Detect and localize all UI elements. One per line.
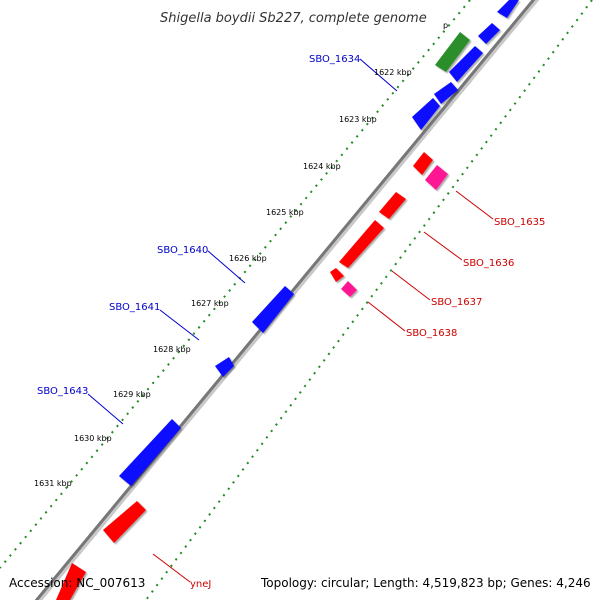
tick-label: 1627 kbp [191,299,229,308]
gene-label-sbo-1637[interactable]: SBO_1637 [431,297,482,308]
gene-label-sbo-1641[interactable]: SBO_1641 [109,302,160,313]
forward-label-leaders [87,58,398,425]
tick-label: 1630 kbp [74,434,112,443]
scale-ticks: 1622 kbp 1623 kbp 1624 kbp 1625 kbp 1626… [34,68,412,488]
gene-feature[interactable] [497,0,519,18]
reverse-gene-labels: SBO_1635 SBO_1636 SBO_1637 SBO_1638 yneJ [190,217,545,590]
pseudo-genes [341,165,448,297]
gene-feature[interactable] [434,82,458,104]
gene-feature[interactable] [252,286,294,333]
accession-text: Accession: NC_007613 [9,576,145,590]
gene-feature[interactable] [412,98,440,130]
tick-label: 1624 kbp [303,162,341,171]
gene-label-sbo-1634[interactable]: SBO_1634 [309,54,360,65]
gene-feature[interactable] [413,152,433,175]
gene-feature[interactable] [119,419,181,486]
gene-feature[interactable] [56,563,86,600]
gene-feature[interactable] [330,268,344,282]
forward-genes [119,0,519,486]
gene-label-sbo-1635[interactable]: SBO_1635 [494,217,545,228]
gene-label-ynej[interactable]: yneJ [190,579,211,590]
map-title: Shigella boydii Sb227, complete genome [160,11,427,26]
topology-summary: Topology: circular; Length: 4,519,823 bp… [260,576,591,590]
tick-label: 1628 kbp [153,345,191,354]
tick-label: 1626 kbp [229,254,267,263]
gene-label-sbo-1640[interactable]: SBO_1640 [157,245,208,256]
reverse-label-leaders [152,190,494,583]
gene-feature[interactable] [478,23,500,44]
partial-feature-label: p [443,21,448,30]
gene-feature[interactable] [103,501,146,543]
reverse-genes [56,152,433,600]
pseudogene-feature[interactable] [341,281,357,297]
rna-gene-feature[interactable] [435,32,470,72]
tick-label: 1631 kbp [34,479,72,488]
tick-label: 1623 kbp [339,115,377,124]
pseudogene-feature[interactable] [425,165,448,190]
gene-feature[interactable] [449,46,483,82]
gene-feature[interactable] [379,192,406,219]
tick-label: 1622 kbp [374,68,412,77]
gene-label-sbo-1643[interactable]: SBO_1643 [37,386,88,397]
forward-gene-labels: SBO_1634 SBO_1640 SBO_1641 SBO_1643 [37,54,360,397]
gene-feature[interactable] [215,357,234,377]
gene-label-sbo-1636[interactable]: SBO_1636 [463,258,514,269]
tick-label: 1625 kbp [266,208,304,217]
gc-skew-track-outer [0,0,471,569]
tick-label: 1629 kbp [113,390,151,399]
gene-feature[interactable] [339,220,384,268]
gene-label-sbo-1638[interactable]: SBO_1638 [406,328,457,339]
